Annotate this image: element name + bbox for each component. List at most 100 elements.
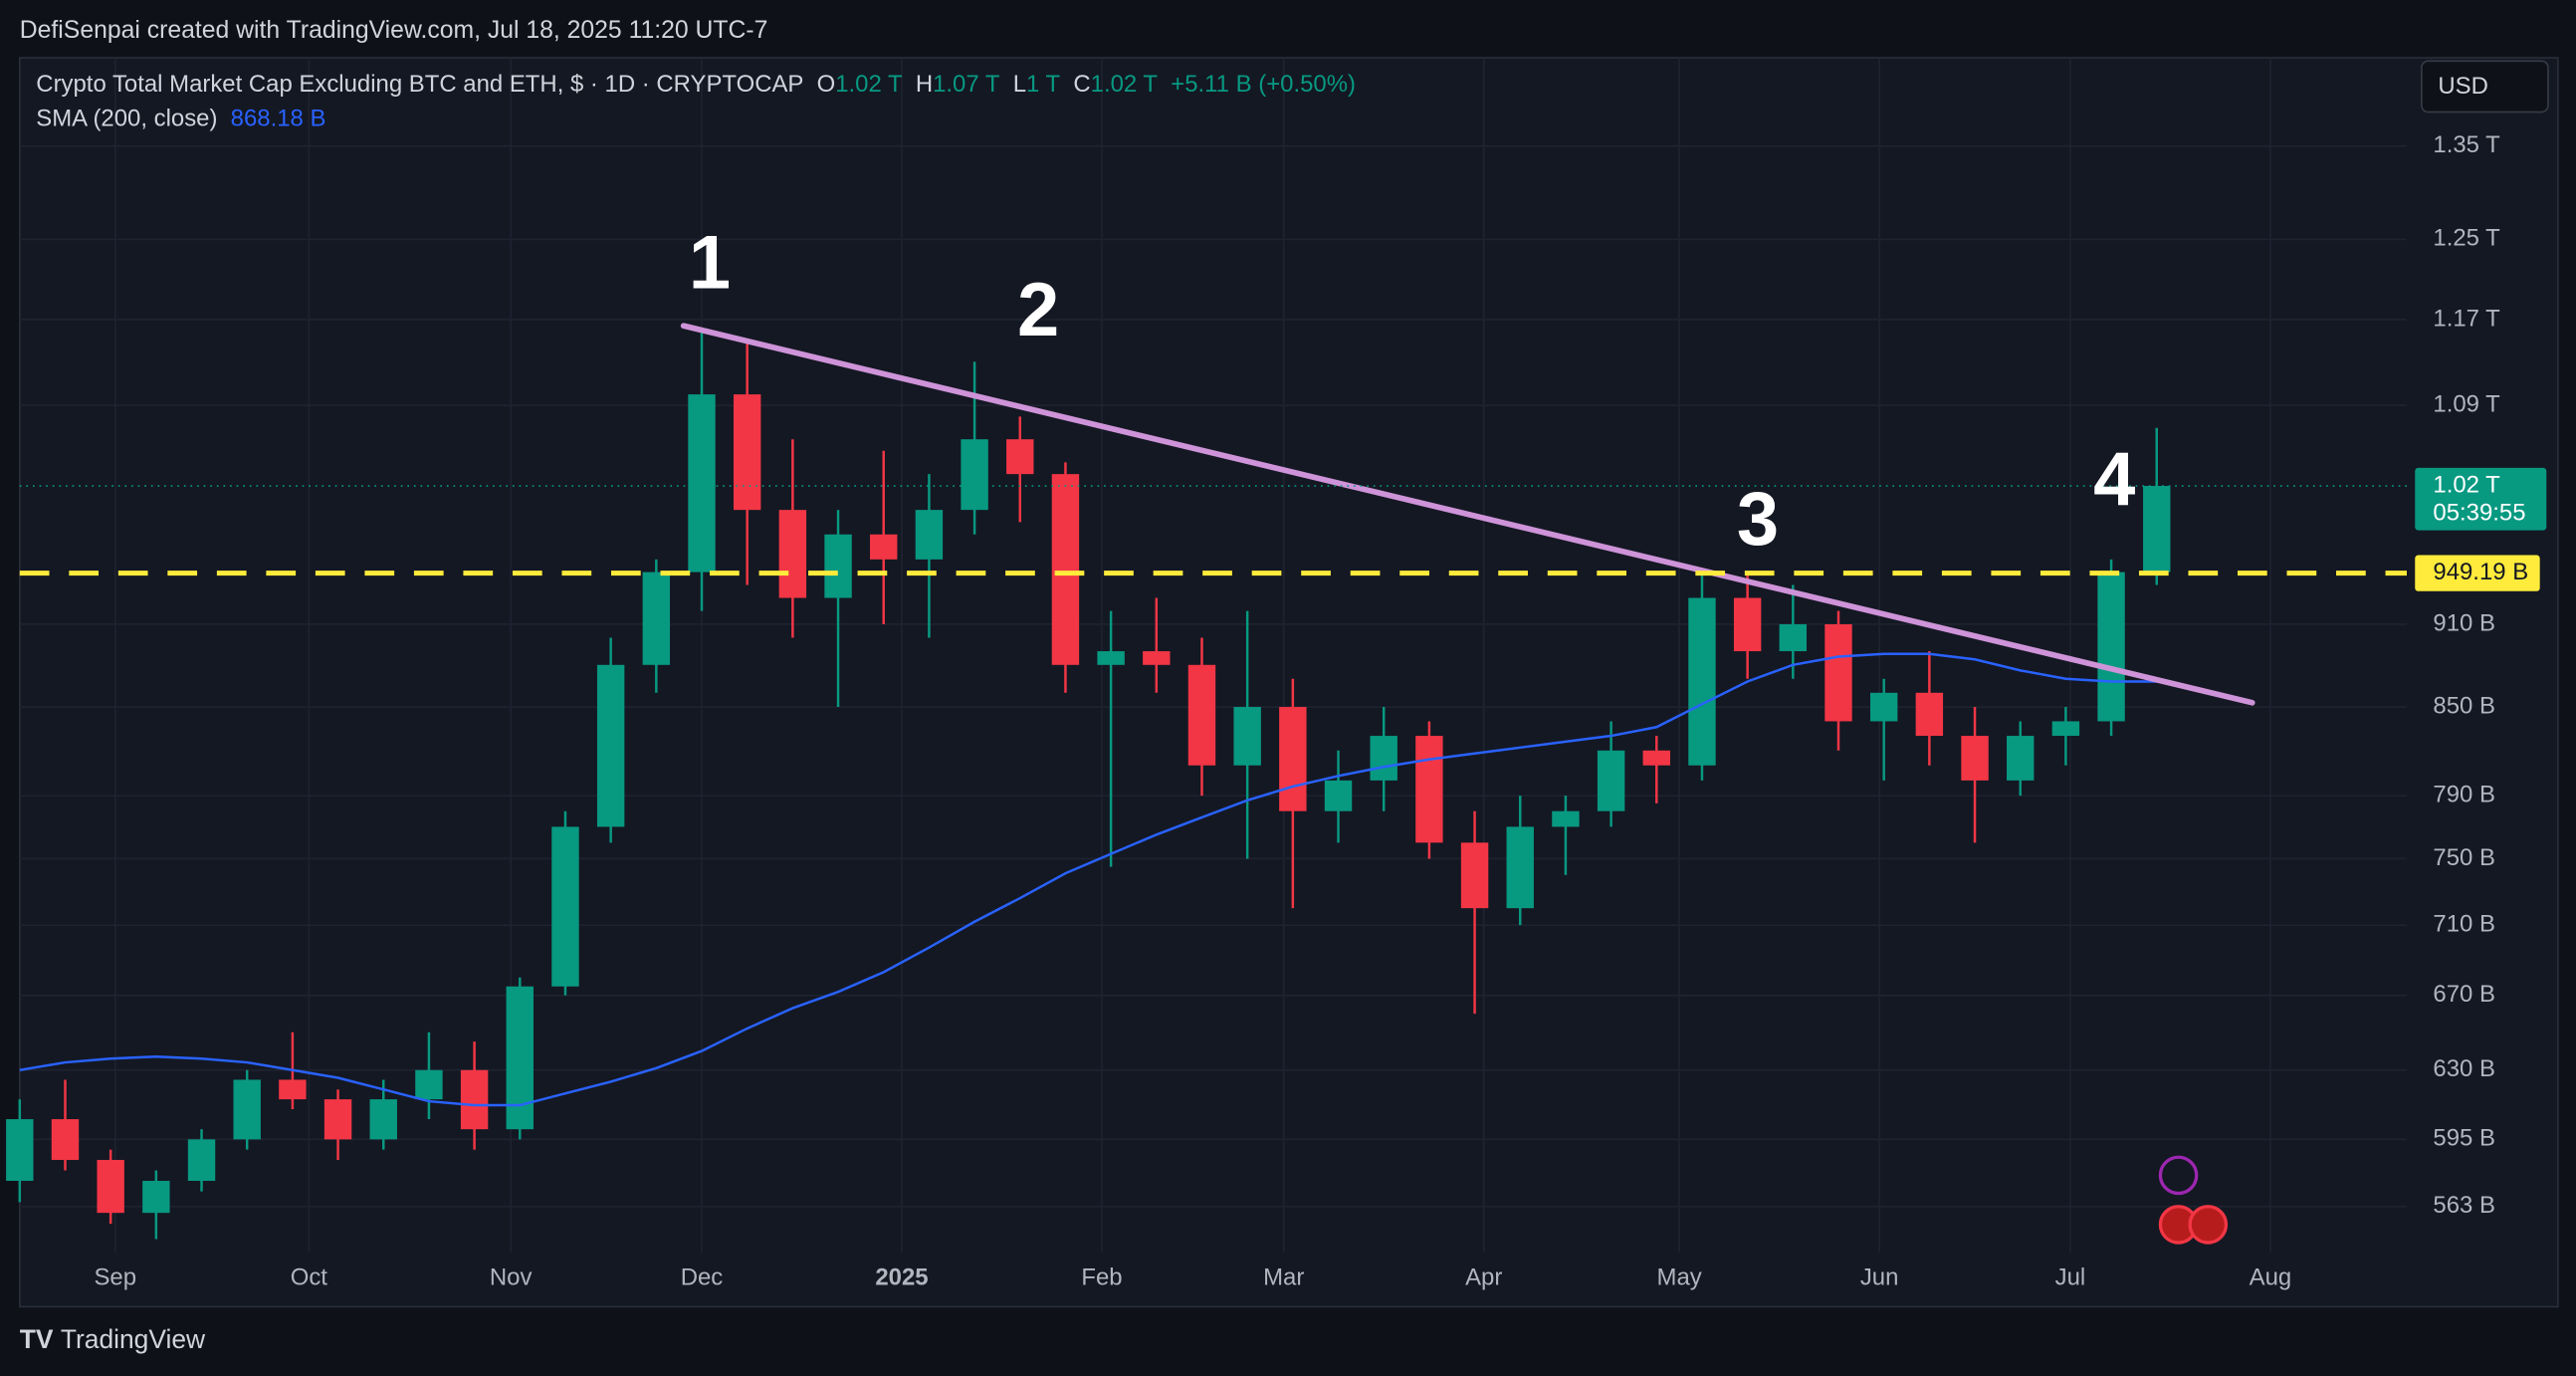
x-tick-label: Sep <box>94 1264 136 1291</box>
x-tick-label: Jul <box>2055 1264 2086 1291</box>
candle-body <box>1961 736 1989 781</box>
legend: Crypto Total Market Cap Excluding BTC an… <box>36 71 1356 98</box>
candle-body <box>961 439 988 511</box>
y-tick-label: 750 B <box>2433 844 2495 871</box>
trendline <box>680 323 2255 706</box>
candle-body <box>369 1099 397 1140</box>
x-tick-label: Jun <box>1860 1264 1899 1291</box>
candle-body <box>596 664 625 827</box>
event-icon[interactable] <box>2158 1155 2199 1196</box>
last-price-bg <box>2415 467 2547 531</box>
y-tick-label: 563 B <box>2433 1192 2495 1219</box>
y-tick-label: 910 B <box>2433 609 2495 636</box>
candle-body <box>1779 623 1808 652</box>
candle-body <box>1006 439 1034 475</box>
candle-body <box>6 1119 34 1181</box>
x-tick-label: Mar <box>1263 1264 1304 1291</box>
y-tick-label: 595 B <box>2433 1125 2495 1152</box>
annotation: 3 <box>1737 477 1779 562</box>
candle-body <box>1097 651 1125 665</box>
countdown: 05:39:55 <box>2433 499 2525 526</box>
candle-body <box>1051 474 1080 665</box>
ohlc-value: 1 T <box>1026 71 1061 98</box>
ohlc-key: O <box>817 71 836 98</box>
x-tick-label: Feb <box>1081 1264 1122 1291</box>
grid <box>19 58 2407 1253</box>
candle-body <box>915 510 944 560</box>
candle-body <box>1460 842 1489 909</box>
candle-body <box>1233 707 1261 766</box>
candle-body <box>323 1099 352 1140</box>
candle-body <box>1733 597 1762 652</box>
header: DefiSenpai created with TradingView.com,… <box>20 17 768 44</box>
candle-body <box>1187 664 1216 766</box>
candle-body <box>1552 810 1580 827</box>
footer: TradingView <box>61 1324 206 1354</box>
candle-body <box>551 826 579 987</box>
x-tick-label: May <box>1657 1264 1702 1291</box>
level-label: 949.19 B <box>2433 559 2528 585</box>
candle-body <box>733 394 761 511</box>
sma-name: SMA (200, close) <box>36 106 217 132</box>
candle-body <box>97 1159 124 1214</box>
y-tick-label: 1.09 T <box>2433 391 2500 418</box>
x-tick-label: Nov <box>490 1264 533 1291</box>
sma-value: 868.18 B <box>231 106 326 132</box>
candle-body <box>187 1139 216 1181</box>
y-tick-label: 670 B <box>2433 981 2495 1008</box>
candle-body <box>51 1119 80 1160</box>
candle-body <box>688 394 716 573</box>
title: Crypto Total Market Cap Excluding BTC an… <box>36 71 803 98</box>
candle-body <box>233 1079 261 1140</box>
sma-line <box>19 652 2157 1107</box>
ohlc-value: 1.02 T <box>835 71 903 98</box>
candle-body <box>1370 736 1397 781</box>
y-tick-label: 1.17 T <box>2433 305 2500 332</box>
logo: TV TradingView <box>20 1324 206 1354</box>
marks <box>6 323 2407 1240</box>
candle-body <box>460 1069 489 1130</box>
y-tick-label: 790 B <box>2433 782 2495 808</box>
ohlc-key: H <box>916 71 933 98</box>
annotation: 1 <box>689 220 731 305</box>
ohlc-value: 1.02 T <box>1091 71 1159 98</box>
candle-body <box>142 1180 170 1214</box>
annotation: 2 <box>1017 268 1059 352</box>
x-tick-label: Oct <box>291 1264 328 1291</box>
candle-body <box>824 534 852 598</box>
candle-body <box>642 572 671 665</box>
y-tick-label: 710 B <box>2433 911 2495 938</box>
x-tick-label: Apr <box>1465 1264 1502 1291</box>
event-icon[interactable] <box>2188 1205 2229 1245</box>
level-label-bg <box>2415 555 2540 591</box>
ohlc-key: C <box>1073 71 1090 98</box>
candle-body <box>415 1069 443 1100</box>
candle-body <box>2007 736 2035 781</box>
x-tick-label: Dec <box>681 1264 724 1291</box>
currency[interactable]: USD <box>2438 73 2488 100</box>
y-tick-label: 1.25 T <box>2433 225 2500 252</box>
x-tick-label: 2025 <box>875 1264 928 1291</box>
candle-body <box>1415 736 1443 843</box>
candle-body <box>279 1079 307 1100</box>
annotation: 4 <box>2093 437 2135 522</box>
candle-body <box>1642 750 1670 766</box>
y-tick-label: 630 B <box>2433 1055 2495 1082</box>
currency-button[interactable] <box>2421 60 2549 114</box>
candle-body <box>506 986 534 1130</box>
candle-body <box>1915 692 1944 737</box>
ohlc-key: L <box>1013 71 1026 98</box>
candle-body <box>2097 572 2125 722</box>
y-tick-label: 1.35 T <box>2433 131 2500 158</box>
candle-body <box>870 534 898 560</box>
candle-body <box>1597 750 1625 811</box>
y-tick-label: 850 B <box>2433 692 2495 719</box>
x-tick-label: Aug <box>2250 1264 2292 1291</box>
candle-body <box>1688 597 1716 766</box>
candle-body <box>1506 826 1534 909</box>
candle-body <box>2143 486 2171 573</box>
candle-body <box>778 510 807 598</box>
candle-body <box>1869 692 1898 722</box>
